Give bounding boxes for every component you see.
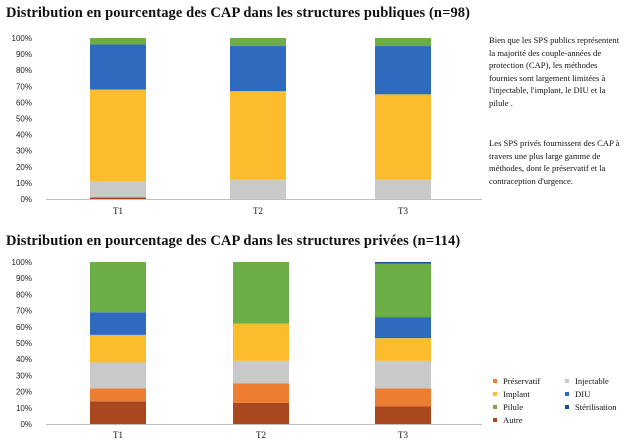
- y-tick-label: 90%: [16, 274, 32, 283]
- bar-segment-autre: [90, 197, 146, 199]
- legend-swatch: [493, 392, 497, 396]
- legend-item-stérilisation: Stérilisation: [565, 402, 617, 412]
- x-category-label: T2: [256, 430, 266, 440]
- legend-item-injectable: Injectable: [565, 376, 609, 386]
- bar-segment-pilule: [233, 262, 289, 324]
- legend-swatch: [493, 418, 497, 422]
- y-tick-label: 30%: [16, 371, 32, 380]
- y-tick-label: 80%: [16, 290, 32, 299]
- bar-segment-implant: [233, 323, 289, 361]
- legend-swatch: [565, 379, 569, 383]
- y-tick-label: 10%: [16, 179, 32, 188]
- x-category-label: T2: [253, 206, 263, 216]
- bar-segment-préservatif: [375, 388, 431, 407]
- x-category-label: T3: [398, 430, 408, 440]
- legend-swatch: [565, 405, 569, 409]
- y-tick-label: 0%: [20, 420, 32, 429]
- note-public: Bien que les SPS publics représentent la…: [489, 35, 620, 108]
- chart-title-private: Distribution en pourcentage des CAP dans…: [6, 233, 461, 249]
- bar-segment-pilule: [375, 38, 431, 47]
- chart-panel-2: 0% 10% 20% 30% 40% 50% 60% 70% 80% 90% 100% T1 T2 T3: [12, 258, 482, 440]
- bar-segment-autre: [90, 401, 146, 424]
- legend-label: DIU: [575, 389, 591, 399]
- x-category-label: T3: [398, 206, 408, 216]
- bar-segment-pilule: [90, 262, 146, 313]
- legend-label: Préservatif: [503, 376, 541, 386]
- y-tick-label: 60%: [16, 98, 32, 107]
- bar-segment-autre: [233, 402, 289, 424]
- y-tick-label: 0%: [20, 195, 32, 204]
- legend-swatch: [493, 405, 497, 409]
- bar-segment-implant: [90, 334, 146, 363]
- x-category-label: T1: [113, 430, 123, 440]
- y-tick-label: 100%: [12, 258, 32, 267]
- y-tick-label: 100%: [12, 34, 32, 43]
- bar-segment-pilule: [375, 263, 431, 318]
- bar-segment-pilule: [230, 38, 286, 47]
- bar-segment-diu: [230, 46, 286, 92]
- legend-item-pilule: Pilule: [493, 402, 523, 412]
- bar-segment-injectable: [233, 360, 289, 384]
- bar-segment-diu: [90, 312, 146, 335]
- chart-title-public: Distribution en pourcentage des CAP dans…: [6, 5, 471, 21]
- bar-segment-diu: [375, 317, 431, 339]
- chart-panel-1: 0% 10% 20% 30% 40% 50% 60% 70% 80% 90% 100% T1 T2 T3: [12, 34, 482, 216]
- bar-segment-injectable: [375, 179, 431, 199]
- bar-segment-pilule: [90, 38, 146, 45]
- x-category-label: T1: [113, 206, 123, 216]
- legend-label: Implant: [503, 389, 530, 399]
- bar-segment-diu: [375, 46, 431, 95]
- y-tick-label: 10%: [16, 404, 32, 413]
- bar-segment-implant: [230, 91, 286, 180]
- y-tick-label: 90%: [16, 50, 32, 59]
- y-tick-label: 40%: [16, 355, 32, 364]
- note-private: Les SPS privés fournissent des CAP à tra…: [489, 138, 620, 186]
- y-tick-label: 40%: [16, 131, 32, 140]
- legend-item-préservatif: Préservatif: [493, 376, 540, 386]
- bar-segment-injectable: [90, 181, 146, 198]
- legend-item-autre: Autre: [493, 415, 523, 425]
- legend-label: Injectable: [575, 376, 609, 386]
- bar-segment-implant: [375, 94, 431, 180]
- y-tick-label: 70%: [16, 82, 32, 91]
- bar-segment-préservatif: [90, 388, 146, 402]
- y-tick-label: 30%: [16, 147, 32, 156]
- bar-segment-injectable: [230, 179, 286, 199]
- y-tick-label: 20%: [16, 388, 32, 397]
- y-tick-label: 50%: [16, 339, 32, 348]
- bar-segment-implant: [375, 338, 431, 361]
- bar-segment-diu: [90, 44, 146, 90]
- legend-swatch: [493, 379, 497, 383]
- y-tick-label: 80%: [16, 66, 32, 75]
- bar-segment-implant: [90, 89, 146, 182]
- legend-item-diu: DIU: [565, 389, 590, 399]
- y-tick-label: 70%: [16, 307, 32, 316]
- bar-segment-préservatif: [233, 383, 289, 403]
- legend-label: Autre: [503, 415, 523, 425]
- y-tick-label: 60%: [16, 323, 32, 332]
- legend-swatch: [565, 392, 569, 396]
- bar-segment-stérilisation: [375, 262, 431, 264]
- legend-item-implant: Implant: [493, 389, 530, 399]
- y-tick-label: 50%: [16, 115, 32, 124]
- y-tick-label: 20%: [16, 163, 32, 172]
- bar-segment-injectable: [375, 360, 431, 389]
- bar-segment-injectable: [90, 362, 146, 389]
- bar-segment-autre: [375, 406, 431, 424]
- legend-label: Pilule: [503, 402, 524, 412]
- legend-label: Stérilisation: [575, 402, 617, 412]
